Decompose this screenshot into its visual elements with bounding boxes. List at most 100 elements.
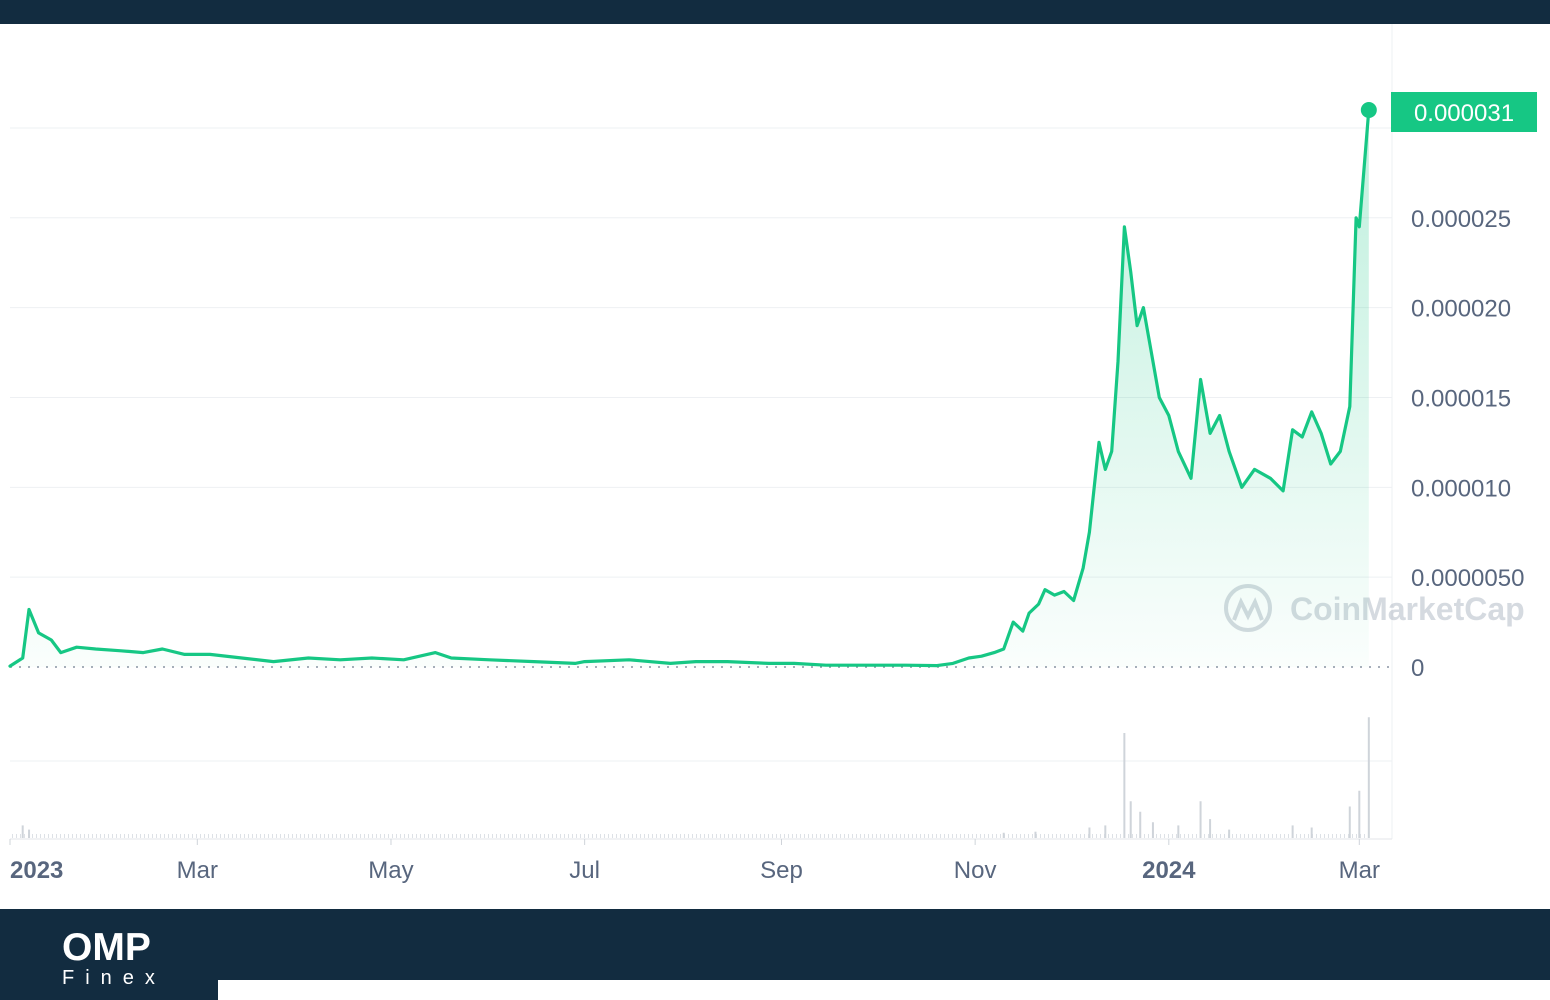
brand-logo: OMP Finex — [62, 928, 166, 989]
volume-bar — [88, 834, 89, 838]
volume-bar — [812, 834, 813, 838]
volume-bar — [888, 834, 889, 838]
volume-bar — [824, 834, 825, 838]
volume-bar — [588, 834, 589, 838]
current-price-label: 0.000031 — [1414, 100, 1514, 127]
price-point — [307, 656, 310, 660]
volume-bar — [756, 834, 757, 838]
volume-bar — [568, 834, 569, 838]
volume-bar — [1034, 831, 1037, 838]
volume-bar — [1288, 834, 1289, 838]
volume-bar — [740, 834, 741, 838]
volume-bar — [1252, 834, 1253, 838]
volume-bar — [416, 834, 417, 838]
volume-bar — [428, 834, 429, 838]
price-point — [208, 653, 212, 656]
x-axis: 2023 Mar May Jul Sep Nov 2024 Mar — [9, 839, 1380, 884]
volume-bar — [60, 834, 61, 838]
x-tick-label: Nov — [954, 857, 997, 884]
volume-bar — [532, 834, 533, 838]
volume-bar — [1008, 834, 1009, 838]
volume-bar — [880, 834, 881, 838]
volume-bar — [344, 834, 345, 838]
volume-bar — [392, 834, 393, 838]
volume-bar — [536, 834, 537, 838]
volume-bar — [784, 834, 785, 838]
volume-bar — [1172, 834, 1173, 838]
price-point — [583, 660, 586, 663]
price-point — [488, 658, 491, 662]
footer-bar: OMP Finex — [0, 909, 1550, 1000]
volume-bar — [356, 834, 357, 838]
price-point — [1310, 410, 1313, 414]
volume-bar — [820, 834, 821, 838]
volume-bar — [924, 834, 925, 838]
price-point — [1339, 450, 1342, 453]
volume-bar — [12, 834, 13, 838]
volume-bar — [160, 834, 161, 838]
volume-bar — [944, 834, 945, 838]
price-point — [450, 656, 453, 660]
volume-bar — [72, 834, 73, 838]
volume-bar — [1256, 834, 1257, 838]
price-point — [338, 658, 342, 662]
price-point — [669, 662, 672, 665]
price-point — [792, 662, 796, 665]
volume-bar — [364, 834, 365, 838]
volume-bar — [656, 834, 657, 838]
volume-bar — [420, 834, 421, 838]
volume-bar — [132, 834, 133, 838]
price-point — [50, 638, 53, 642]
price-point — [142, 651, 145, 654]
price-point — [1177, 450, 1180, 453]
volume-bar — [80, 834, 81, 838]
volume-bar — [900, 834, 901, 838]
volume-bar — [36, 834, 37, 838]
price-point — [1189, 477, 1193, 480]
volume-bar — [172, 834, 173, 838]
price-point — [904, 664, 907, 667]
volume-bar — [816, 834, 817, 838]
price-point — [1148, 342, 1151, 345]
volume-bar — [120, 834, 121, 838]
volume-bar — [984, 834, 985, 838]
price-point — [434, 651, 437, 654]
volume-bar — [1304, 834, 1305, 838]
volume-bar — [1367, 717, 1370, 838]
volume-bar — [1228, 829, 1231, 838]
volume-bar — [436, 834, 437, 838]
volume-bar — [1048, 834, 1049, 838]
volume-bar — [316, 834, 317, 838]
price-point — [272, 660, 275, 663]
volume-bar — [1036, 834, 1037, 838]
price-point — [402, 658, 405, 662]
volume-bar — [1192, 834, 1193, 838]
volume-bar — [1224, 834, 1225, 838]
volume-bar — [352, 834, 353, 838]
x-tick-label: 2024 — [1142, 857, 1196, 884]
volume-bar — [1308, 834, 1309, 838]
volume-bar — [380, 834, 381, 838]
volume-bar — [1160, 834, 1161, 838]
volume-bar — [1177, 825, 1180, 838]
volume-bar — [724, 834, 725, 838]
volume-bar — [168, 834, 169, 838]
volume-bar — [744, 834, 745, 838]
volume-bar — [708, 834, 709, 838]
price-point — [1043, 588, 1047, 591]
volume-bar — [1012, 834, 1013, 838]
price-point — [1062, 590, 1066, 593]
price-point — [1358, 225, 1361, 228]
price-point — [1158, 396, 1161, 399]
volume-bar — [1196, 834, 1197, 838]
volume-bar — [1139, 811, 1142, 838]
volume-bar — [1188, 834, 1189, 838]
y-tick-label: 0.0000050 — [1411, 565, 1524, 592]
volume-bar — [1024, 834, 1025, 838]
volume-bar — [916, 834, 917, 838]
price-points — [8, 108, 1371, 668]
volume-bar — [424, 834, 425, 838]
current-price-badge — [1391, 92, 1537, 132]
volume-bar — [1352, 834, 1353, 838]
price-point — [119, 649, 123, 653]
